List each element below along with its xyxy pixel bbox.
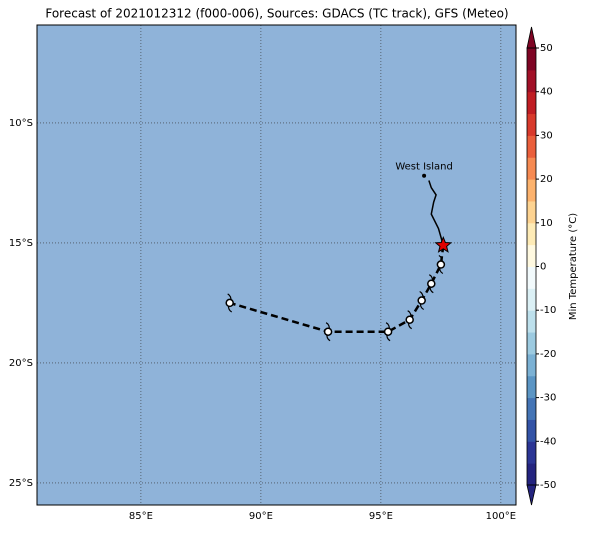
colorbar-tick-label: -20 xyxy=(540,349,556,360)
colorbar-bin xyxy=(527,463,536,486)
y-tick-label: 20°S xyxy=(9,358,33,369)
colorbar-bin xyxy=(527,222,536,246)
forecast-point xyxy=(323,327,333,336)
colorbar-bin xyxy=(527,69,536,93)
colorbar-extend-bottom xyxy=(526,484,537,506)
colorbar-bin xyxy=(527,135,536,158)
colorbar-tick-label: 10 xyxy=(540,218,553,229)
colorbar-bin xyxy=(527,113,536,136)
forecast-point xyxy=(383,327,393,336)
colorbar-tick-label: -30 xyxy=(540,393,556,404)
x-tick-label: 90°E xyxy=(249,511,273,522)
colorbar-tick-label: -40 xyxy=(540,436,556,447)
colorbar-bin xyxy=(527,266,536,289)
y-tick-label: 10°S xyxy=(9,118,33,129)
colorbar-tick-label: 30 xyxy=(540,130,553,141)
colorbar-tick-label: 0 xyxy=(540,262,546,273)
colorbar-label: Min Temperature (°C) xyxy=(568,213,579,320)
y-tick-label: 25°S xyxy=(9,478,33,489)
colorbar-bin xyxy=(527,332,536,355)
colorbar-tick-label: -50 xyxy=(540,480,556,491)
past-track xyxy=(428,180,445,246)
chart-title: Forecast of 2021012312 (f000-006), Sourc… xyxy=(45,7,508,21)
forecast-point xyxy=(417,296,426,305)
colorbar-bin xyxy=(527,288,536,311)
colorbar-bin xyxy=(527,353,536,377)
y-tick-label: 15°S xyxy=(9,238,33,249)
colorbar-bin xyxy=(527,157,536,180)
colorbar-bin xyxy=(527,48,536,71)
forecast-point xyxy=(427,279,436,288)
colorbar-tick-label: 40 xyxy=(540,87,553,98)
colorbar-bin xyxy=(527,310,536,333)
colorbar-tick-label: 50 xyxy=(540,43,553,54)
forecast-point xyxy=(436,260,446,269)
x-tick-label: 100°E xyxy=(486,511,516,522)
colorbar-bin xyxy=(527,200,536,224)
current-position xyxy=(434,235,453,253)
colorbar-bin xyxy=(527,441,536,464)
x-tick-label: 95°E xyxy=(369,511,393,522)
forecast-point xyxy=(225,298,234,308)
colorbar-bin xyxy=(527,244,536,267)
colorbar-tick-label: 20 xyxy=(540,174,553,185)
place-dot xyxy=(422,173,427,178)
ocean xyxy=(37,25,516,505)
place-label: West Island xyxy=(395,162,453,173)
colorbar-tick-label: -10 xyxy=(540,305,556,316)
colorbar-bin xyxy=(527,397,536,420)
map-frame xyxy=(36,24,517,506)
colorbar-extend-top xyxy=(526,26,537,49)
forecast-point xyxy=(405,315,414,324)
colorbar-bin xyxy=(527,91,536,115)
x-tick-label: 85°E xyxy=(129,511,153,522)
colorbar-bin xyxy=(527,375,536,399)
colorbar-bin xyxy=(527,179,536,202)
colorbar-bin xyxy=(527,419,536,442)
